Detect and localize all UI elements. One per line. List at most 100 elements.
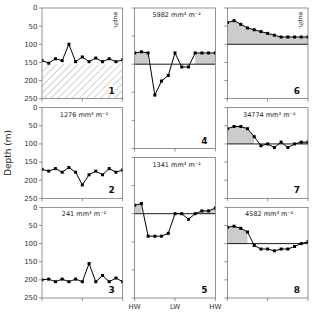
y-tick bbox=[132, 269, 135, 270]
y-tick bbox=[132, 241, 135, 242]
data-marker bbox=[160, 235, 163, 238]
data-marker bbox=[67, 43, 70, 46]
shaded-area bbox=[135, 52, 148, 64]
panel: 0501001502002501euph. bbox=[24, 4, 124, 103]
data-line bbox=[135, 204, 216, 237]
panel: 84582 mm³ m⁻² bbox=[224, 207, 309, 301]
data-line bbox=[135, 52, 216, 95]
area-text: 5982 mm³ m⁻² bbox=[152, 11, 201, 19]
y-tick bbox=[39, 298, 42, 299]
data-marker bbox=[273, 146, 276, 149]
area-text: 1341 mm³ m⁻² bbox=[152, 161, 201, 169]
data-marker bbox=[266, 32, 269, 35]
x-tick bbox=[308, 298, 309, 301]
data-marker bbox=[286, 146, 289, 149]
y-tick bbox=[39, 44, 42, 45]
data-marker bbox=[280, 248, 283, 251]
y-tick-label: 250 bbox=[24, 195, 37, 203]
data-marker bbox=[108, 167, 111, 170]
data-area bbox=[227, 125, 308, 149]
data-marker bbox=[187, 66, 190, 69]
y-tick-label: 50 bbox=[29, 122, 38, 130]
y-tick bbox=[224, 225, 227, 226]
y-tick bbox=[39, 26, 42, 27]
y-tick bbox=[132, 213, 135, 214]
data-marker bbox=[167, 232, 170, 235]
x-tick bbox=[122, 198, 123, 201]
shaded-area bbox=[227, 21, 308, 45]
x-tick bbox=[134, 149, 135, 152]
x-tick bbox=[227, 198, 228, 201]
data-marker bbox=[280, 36, 283, 39]
data-marker bbox=[101, 173, 104, 176]
y-tick bbox=[39, 80, 42, 81]
data-marker bbox=[280, 141, 283, 144]
data-marker bbox=[47, 170, 50, 173]
data-marker bbox=[140, 202, 143, 205]
data-marker bbox=[108, 280, 111, 283]
y-tick bbox=[132, 36, 135, 37]
data-marker bbox=[81, 55, 84, 58]
data-marker bbox=[147, 235, 150, 238]
y-tick bbox=[39, 107, 42, 108]
y-tick bbox=[39, 62, 42, 63]
area-text: 1276 mm³ m⁻² bbox=[60, 111, 109, 119]
data-marker bbox=[286, 36, 289, 39]
data-marker bbox=[74, 278, 77, 281]
reference-line bbox=[135, 213, 216, 214]
data-marker bbox=[167, 74, 170, 77]
plot-frame bbox=[42, 108, 123, 199]
data-area bbox=[135, 202, 216, 238]
plot-frame bbox=[135, 8, 216, 149]
area-text: 241 mm³ m⁻² bbox=[62, 210, 107, 218]
data-marker bbox=[74, 171, 77, 174]
reference-line bbox=[227, 143, 308, 144]
data-marker bbox=[153, 235, 156, 238]
plot-background bbox=[42, 207, 123, 298]
y-tick bbox=[132, 8, 135, 9]
data-marker bbox=[239, 23, 242, 26]
data-marker bbox=[47, 278, 50, 281]
x-tick bbox=[175, 149, 176, 152]
data-marker bbox=[300, 36, 303, 39]
y-tick-label: 150 bbox=[24, 158, 37, 166]
x-tick bbox=[308, 198, 309, 201]
plot-frame bbox=[42, 207, 123, 298]
data-marker bbox=[61, 171, 64, 174]
data-marker bbox=[94, 280, 97, 283]
x-tick bbox=[122, 99, 123, 102]
data-marker bbox=[47, 62, 50, 65]
reference-line bbox=[135, 64, 216, 65]
y-tick-label: 250 bbox=[24, 95, 37, 103]
x-tick bbox=[267, 198, 268, 201]
figure: 0501001502002501euph.0501001502002502127… bbox=[0, 0, 320, 320]
data-marker bbox=[253, 28, 256, 31]
x-tick-label: LW bbox=[170, 303, 180, 311]
data-marker bbox=[61, 278, 64, 281]
panel-label: 2 bbox=[109, 185, 115, 195]
data-marker bbox=[293, 245, 296, 248]
plot-background bbox=[42, 108, 123, 199]
data-marker bbox=[67, 166, 70, 169]
data-area bbox=[42, 166, 123, 186]
y-tick bbox=[224, 198, 227, 199]
shaded-area bbox=[195, 53, 215, 64]
data-marker bbox=[194, 51, 197, 54]
data-marker bbox=[259, 144, 262, 147]
data-marker bbox=[253, 244, 256, 247]
plot-background bbox=[42, 8, 123, 99]
y-tick bbox=[132, 298, 135, 299]
data-marker bbox=[246, 127, 249, 130]
x-tick bbox=[42, 298, 43, 301]
y-tick-label: 100 bbox=[24, 41, 37, 49]
panel: 6euph. bbox=[224, 8, 309, 102]
y-tick bbox=[224, 125, 227, 126]
data-marker bbox=[293, 36, 296, 39]
y-tick bbox=[39, 8, 42, 9]
data-marker bbox=[54, 167, 57, 170]
data-marker bbox=[114, 277, 117, 280]
data-marker bbox=[233, 225, 236, 228]
data-marker bbox=[187, 218, 190, 221]
data-marker bbox=[108, 57, 111, 60]
y-tick bbox=[224, 8, 227, 9]
